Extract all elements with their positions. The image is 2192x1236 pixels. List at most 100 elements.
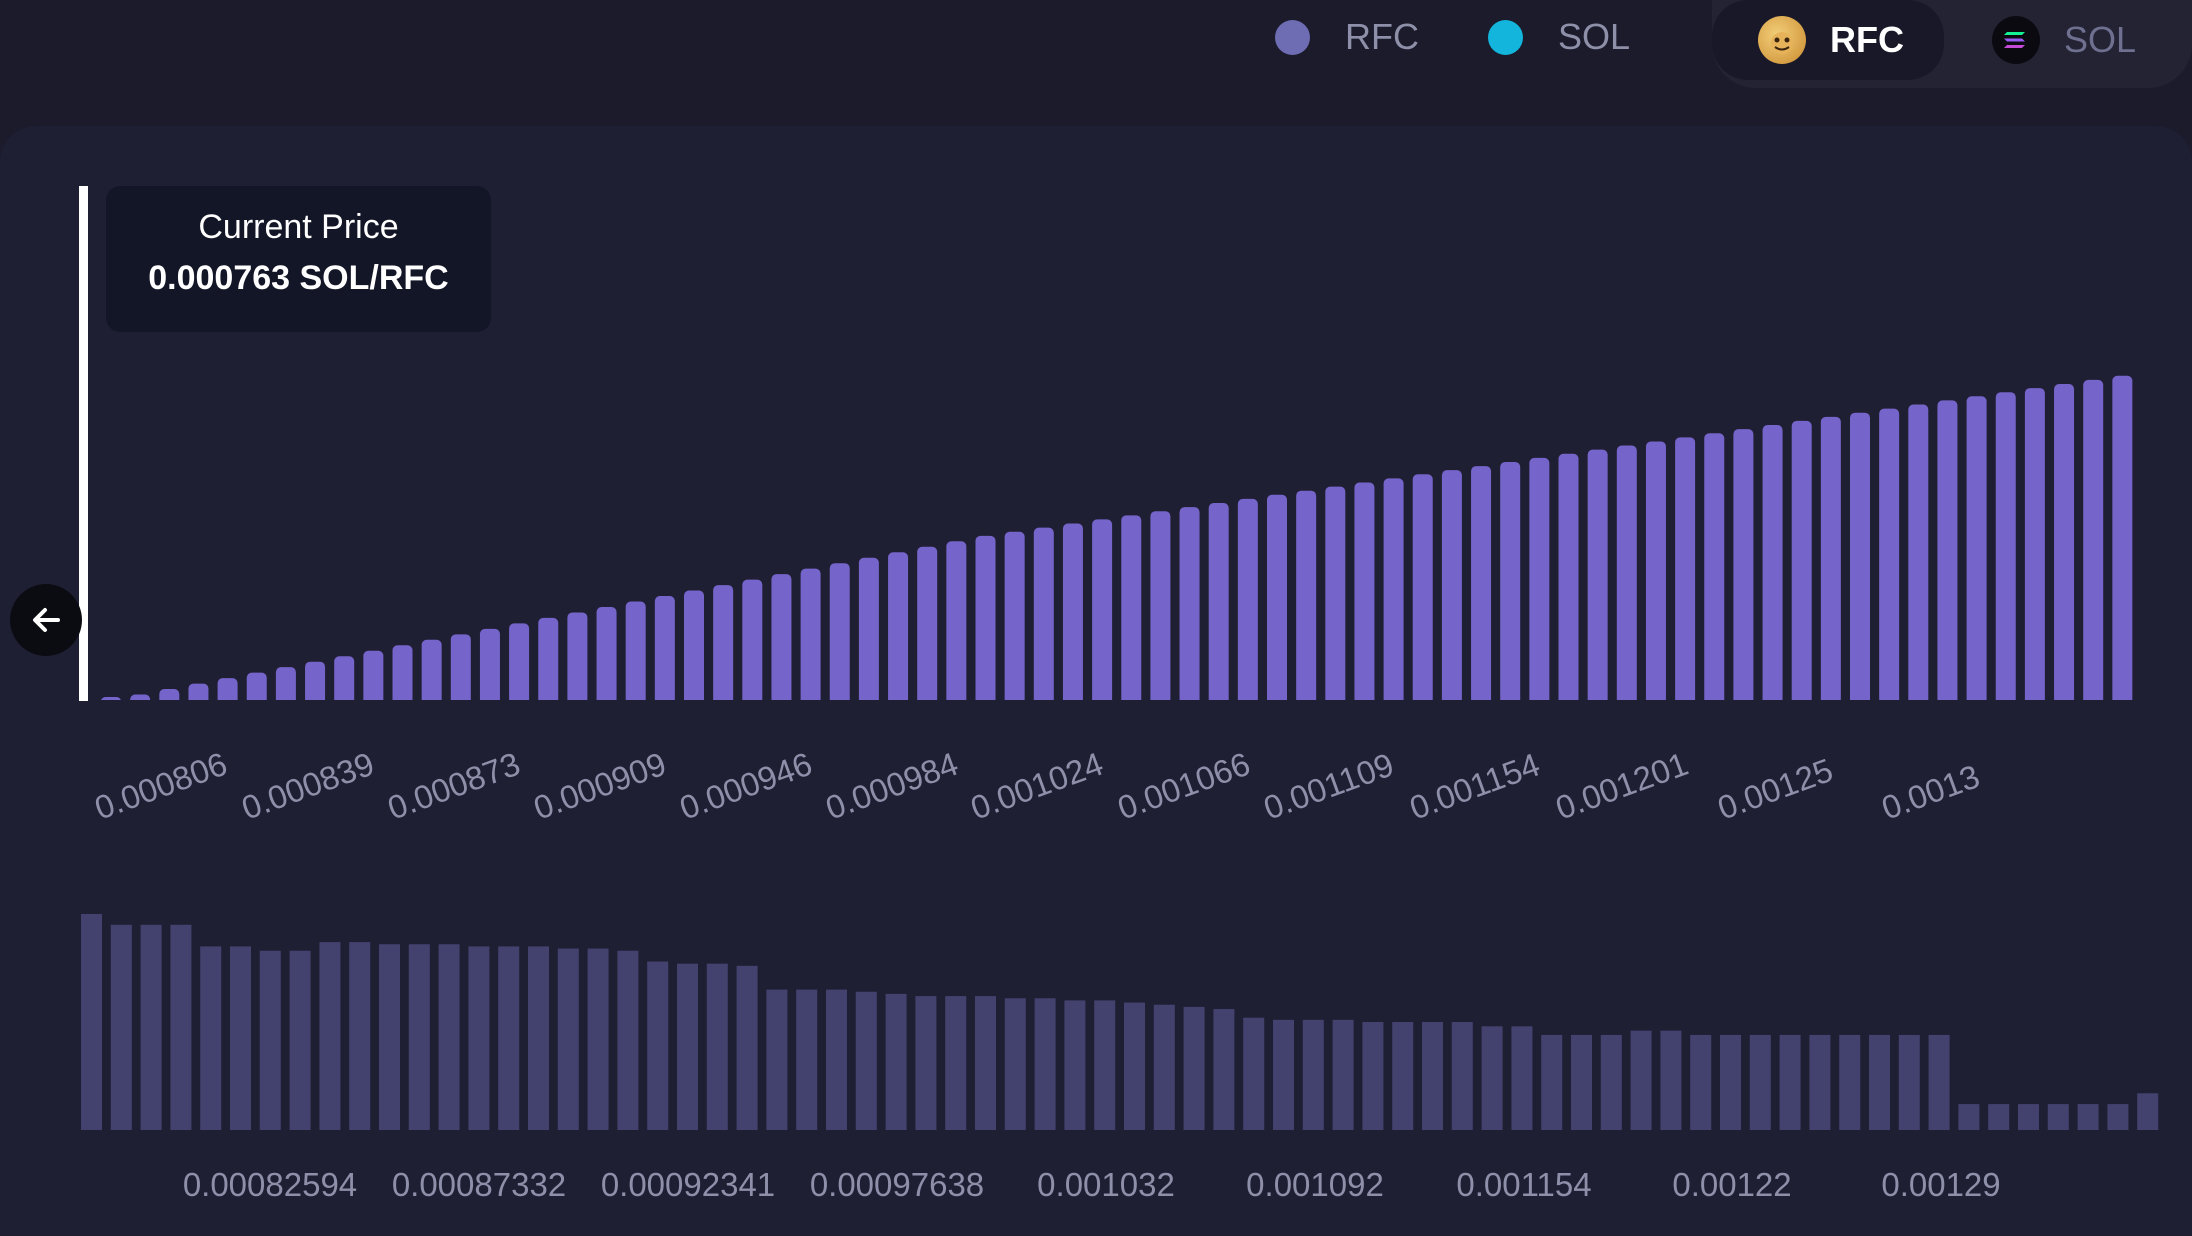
overview-bar (1958, 1104, 1980, 1130)
overview-bar (915, 996, 937, 1130)
main-bar[interactable] (275, 667, 296, 705)
main-bar[interactable] (917, 546, 938, 705)
overview-bar (557, 948, 579, 1130)
main-bar[interactable] (1150, 511, 1171, 705)
main-bar[interactable] (305, 661, 326, 705)
overview-bar (617, 950, 639, 1130)
overview-bar (1362, 1022, 1384, 1130)
main-bar[interactable] (1587, 449, 1608, 705)
overview-bar (408, 944, 430, 1130)
main-bar[interactable] (1850, 412, 1870, 705)
main-bar[interactable] (1033, 527, 1054, 705)
main-bar[interactable] (363, 650, 384, 705)
main-bar[interactable] (1471, 466, 1492, 705)
scroll-left-button[interactable] (10, 584, 82, 656)
overview-x-tick-label: 0.00097638 (810, 1166, 984, 1203)
main-bar[interactable] (1675, 437, 1696, 705)
overview-x-tick-label: 0.00092341 (601, 1166, 775, 1203)
main-bar[interactable] (888, 552, 909, 705)
main-bar[interactable] (1004, 531, 1025, 705)
main-bar[interactable] (1354, 482, 1375, 705)
main-bar[interactable] (1062, 523, 1083, 705)
main-bar[interactable] (1441, 470, 1462, 705)
overview-bar (468, 946, 490, 1130)
overview-bar (1690, 1034, 1712, 1130)
main-bar[interactable] (450, 634, 471, 705)
main-bar[interactable] (1791, 420, 1812, 705)
overview-bar (140, 924, 162, 1130)
main-bar[interactable] (1820, 416, 1841, 705)
main-bar[interactable] (742, 579, 763, 705)
overview-bar (1004, 998, 1026, 1130)
main-bar[interactable] (246, 672, 267, 705)
main-bar[interactable] (1267, 494, 1287, 705)
main-bar[interactable] (1121, 515, 1142, 705)
main-bar[interactable] (771, 574, 792, 705)
main-bar[interactable] (946, 541, 967, 705)
main-bar[interactable] (1296, 490, 1317, 705)
main-bar[interactable] (625, 601, 646, 705)
main-x-tick-label: 0.00125 (1713, 751, 1838, 827)
overview-bar (498, 946, 520, 1130)
main-bar[interactable] (858, 557, 879, 705)
main-bar[interactable] (1616, 445, 1637, 705)
toggle-sol-button[interactable]: SOL (1952, 0, 2192, 80)
main-bar[interactable] (684, 590, 704, 705)
overview-bar (200, 946, 222, 1130)
overview-bar (1898, 1034, 1920, 1130)
main-bar[interactable] (538, 617, 559, 705)
main-bar[interactable] (1704, 433, 1725, 705)
main-bar[interactable] (1733, 429, 1754, 705)
main-bar[interactable] (1383, 478, 1404, 705)
main-bar[interactable] (1092, 519, 1113, 705)
main-bar[interactable] (1208, 503, 1229, 705)
main-bar[interactable] (2112, 375, 2133, 705)
main-bar[interactable] (654, 596, 675, 705)
overview-bar (1988, 1104, 2010, 1130)
main-bar[interactable] (1325, 486, 1346, 705)
overview-bar (1630, 1030, 1652, 1130)
main-bar[interactable] (2024, 388, 2045, 705)
main-bar[interactable] (1529, 457, 1550, 705)
main-bar[interactable] (217, 678, 238, 705)
main-bar[interactable] (800, 568, 821, 705)
overview-x-tick-label: 0.001092 (1246, 1166, 1384, 1203)
main-bar[interactable] (1908, 404, 1929, 705)
toggle-rfc-button[interactable]: RFC (1712, 0, 1944, 80)
main-bar[interactable] (509, 623, 530, 705)
main-bar[interactable] (1500, 461, 1521, 705)
overview-bar (1928, 1034, 1950, 1130)
current-price-line (79, 186, 88, 701)
tooltip-title: Current Price (198, 208, 399, 246)
main-bar[interactable] (334, 656, 355, 705)
main-bar[interactable] (2083, 379, 2104, 705)
main-bar[interactable] (392, 645, 413, 705)
main-bar[interactable] (1937, 400, 1958, 705)
overview-bar (1392, 1022, 1414, 1130)
legend-item-sol: SOL (1488, 12, 1630, 62)
main-bar[interactable] (975, 535, 996, 705)
overview-bar (438, 944, 460, 1130)
main-bar[interactable] (188, 683, 209, 705)
main-bar[interactable] (1645, 441, 1666, 705)
overview-bar (706, 963, 728, 1130)
main-bar[interactable] (596, 606, 617, 705)
main-bar[interactable] (1879, 408, 1900, 705)
main-bar[interactable] (1412, 474, 1433, 705)
main-bar[interactable] (567, 612, 588, 705)
main-bar[interactable] (1558, 453, 1579, 705)
overview-bar (319, 942, 341, 1130)
main-bar[interactable] (479, 628, 500, 705)
main-bar[interactable] (1966, 396, 1987, 705)
overview-bar (1124, 1002, 1145, 1130)
main-bar[interactable] (421, 639, 442, 705)
main-bar[interactable] (1762, 425, 1783, 705)
main-bar[interactable] (1179, 507, 1200, 705)
main-bar[interactable] (829, 563, 850, 705)
main-x-tick-label: 0.001109 (1259, 746, 1399, 827)
main-bar[interactable] (713, 585, 734, 705)
main-bar[interactable] (2054, 383, 2075, 705)
main-bar[interactable] (1995, 392, 2016, 705)
legend-swatch-sol (1488, 19, 1523, 55)
main-bar[interactable] (1237, 498, 1258, 705)
